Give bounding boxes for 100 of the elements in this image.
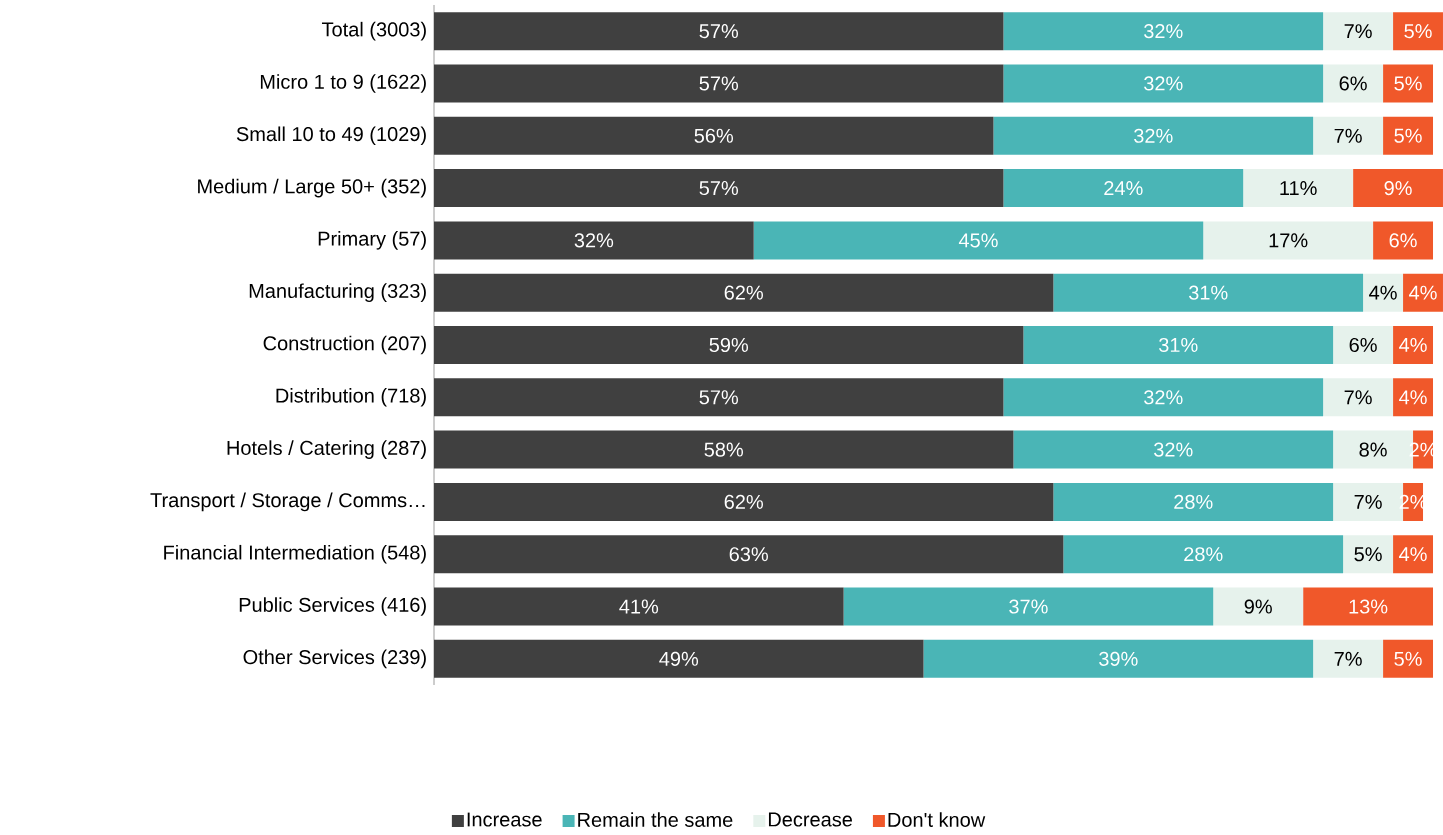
- bar: [434, 482, 1054, 521]
- data-label: 28%: [1174, 494, 1213, 509]
- data-label: 7%: [1344, 390, 1372, 405]
- bar: [434, 430, 1014, 469]
- data-label: 4%: [1399, 547, 1427, 562]
- bar: [993, 116, 1314, 155]
- data-label: 28%: [1184, 547, 1223, 562]
- bar: [1383, 64, 1434, 103]
- data-label: 13%: [1349, 599, 1388, 614]
- data-label: 58%: [704, 442, 744, 457]
- legend-label: Remain the same: [578, 812, 733, 827]
- bar: [1323, 378, 1394, 417]
- data-label: 59%: [709, 337, 749, 353]
- bar: [1203, 221, 1374, 260]
- data-label: 17%: [1269, 233, 1308, 248]
- data-label: 32%: [574, 233, 614, 248]
- y-tick-label: Construction (207): [263, 335, 426, 355]
- data-label: 7%: [1344, 24, 1372, 39]
- data-label: 62%: [724, 285, 763, 300]
- y-tick-label: Medium / Large 50+ (352): [198, 178, 426, 198]
- bar: [1243, 169, 1354, 208]
- y-tick-label: Other Services (239): [243, 649, 426, 669]
- bar: [923, 639, 1314, 678]
- bar: [1003, 378, 1324, 417]
- y-tick-label: Financial Intermediation (548): [164, 544, 426, 564]
- data-label: 5%: [1404, 24, 1432, 39]
- data-label: 9%: [1384, 180, 1412, 196]
- data-label: 5%: [1394, 76, 1422, 91]
- bar: [434, 639, 924, 678]
- bar: [1303, 587, 1434, 626]
- data-label: 7%: [1334, 128, 1362, 143]
- data-label: 32%: [1144, 76, 1183, 91]
- data-label: 9%: [1244, 599, 1272, 614]
- data-label: 31%: [1188, 285, 1228, 300]
- bar: [1053, 273, 1364, 312]
- bar: [1313, 116, 1384, 155]
- data-label: 4%: [1409, 285, 1437, 300]
- data-label: 45%: [958, 233, 998, 248]
- data-label: 5%: [1394, 651, 1422, 666]
- bar: [843, 587, 1214, 626]
- bar: [434, 116, 994, 155]
- data-label: 39%: [1099, 651, 1138, 666]
- bar: [1213, 587, 1304, 626]
- bar: [1343, 535, 1394, 574]
- bar: [1383, 116, 1434, 155]
- bar: [434, 169, 1004, 208]
- bar: [1003, 12, 1324, 51]
- data-label: 37%: [1009, 599, 1048, 614]
- bar: [1373, 221, 1434, 260]
- data-label: 57%: [699, 181, 739, 196]
- y-tick-label: Transport / Storage / Comms…: [150, 492, 425, 512]
- bar: [1393, 378, 1434, 417]
- data-label: 32%: [1144, 24, 1183, 39]
- data-label: 6%: [1389, 233, 1417, 248]
- data-label: 31%: [1159, 337, 1198, 353]
- data-label: 5%: [1354, 547, 1382, 562]
- y-tick-label: Small 10 to 49 (1029): [236, 126, 426, 146]
- data-label: 32%: [1154, 442, 1193, 457]
- bar: [1333, 326, 1394, 364]
- bar: [434, 587, 844, 626]
- bar: [434, 12, 1004, 51]
- bar: [1313, 639, 1384, 678]
- data-label: 32%: [1134, 128, 1173, 143]
- data-label: 41%: [619, 599, 659, 614]
- bar: [1323, 12, 1394, 51]
- bar: [1403, 273, 1443, 312]
- bar: [1383, 639, 1434, 678]
- data-label: 8%: [1359, 442, 1387, 457]
- bar: [434, 378, 1004, 417]
- data-label: 11%: [1280, 181, 1317, 196]
- data-label: 57%: [699, 390, 739, 405]
- data-label: 57%: [699, 24, 739, 39]
- bar: [434, 64, 1004, 103]
- data-label: 5%: [1394, 128, 1422, 143]
- bar: [1003, 64, 1324, 103]
- data-label: 49%: [659, 651, 699, 666]
- bar: [1363, 273, 1404, 312]
- bar: [1063, 535, 1344, 574]
- data-label: 6%: [1339, 76, 1367, 91]
- bar: [434, 535, 1064, 574]
- data-label: 24%: [1104, 181, 1143, 196]
- bar: [1053, 482, 1334, 521]
- bar: [1323, 64, 1384, 103]
- legend-label: Decrease: [768, 812, 853, 827]
- bar: [434, 326, 1024, 364]
- data-label: 4%: [1399, 390, 1427, 405]
- bar: [1393, 326, 1434, 364]
- data-label: 4%: [1399, 337, 1427, 352]
- y-tick-label: Distribution (718): [276, 387, 426, 407]
- data-label: 4%: [1369, 285, 1397, 300]
- bar: [434, 273, 1054, 312]
- bar: [1353, 169, 1443, 208]
- y-tick-label: Total (3003): [321, 21, 426, 41]
- bar: [1023, 326, 1334, 364]
- bar: [1393, 535, 1434, 574]
- bar: [1003, 169, 1244, 208]
- data-label: 57%: [699, 76, 739, 91]
- data-label: 7%: [1334, 651, 1362, 666]
- bar: [434, 221, 754, 260]
- legend-label: Don't know: [888, 812, 986, 827]
